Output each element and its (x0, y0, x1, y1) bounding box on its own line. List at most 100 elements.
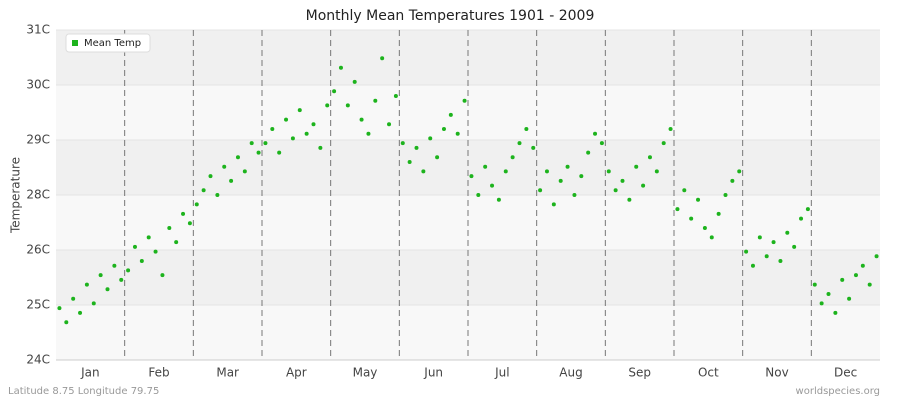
data-point (634, 164, 639, 169)
data-point (78, 310, 83, 315)
data-point (139, 259, 144, 263)
data-point (366, 131, 371, 136)
data-point (91, 301, 96, 306)
x-tick-label: Dec (834, 366, 857, 380)
data-point (579, 174, 584, 179)
y-tick-label: 26C (26, 243, 50, 257)
data-point (359, 117, 364, 122)
data-point (455, 131, 460, 136)
data-point (792, 244, 797, 249)
data-point (847, 296, 852, 301)
data-point (668, 127, 673, 131)
data-point (263, 141, 268, 146)
data-point (249, 141, 254, 146)
x-tick-label: Jan (80, 366, 100, 380)
footer-left: Latitude 8.75 Longitude 79.75 (8, 386, 159, 397)
data-point (641, 183, 646, 188)
y-tick-label: 24C (26, 353, 50, 367)
data-point (407, 160, 412, 164)
data-point (441, 127, 446, 131)
x-tick-label: Mar (216, 366, 239, 380)
footer-right: worldspecies.org (796, 386, 880, 397)
data-point (764, 254, 769, 259)
x-tick-label: Sep (628, 366, 651, 380)
data-point (689, 216, 694, 221)
data-point (187, 221, 192, 226)
data-point (867, 282, 872, 287)
data-point (318, 145, 323, 150)
data-point (153, 249, 158, 254)
y-tick-label: 31C (26, 23, 50, 37)
data-point (510, 155, 515, 160)
x-tick-label: Jun (423, 366, 443, 380)
legend-swatch (72, 40, 78, 46)
y-tick-label: 25C (26, 297, 50, 311)
data-point (167, 226, 172, 230)
data-point (201, 188, 206, 193)
x-tick-label: Jul (494, 366, 509, 380)
data-point (208, 174, 213, 179)
data-point (448, 112, 453, 117)
data-point (606, 169, 611, 174)
data-point (194, 202, 199, 207)
x-tick-label: Nov (765, 366, 788, 380)
x-tick-label: Apr (286, 366, 307, 380)
data-point (558, 178, 563, 183)
data-point (647, 155, 652, 160)
data-point (284, 117, 289, 122)
band (56, 139, 880, 195)
data-point (675, 207, 680, 212)
legend-box (65, 33, 151, 53)
data-point (503, 169, 508, 174)
data-point (352, 79, 357, 84)
data-point (476, 193, 481, 197)
data-point (853, 273, 858, 278)
data-point (860, 263, 865, 268)
data-point (524, 127, 529, 131)
data-point (311, 122, 316, 127)
data-point (531, 145, 536, 150)
data-point (826, 292, 831, 296)
data-point (242, 169, 247, 174)
data-point (297, 108, 302, 113)
data-point (119, 277, 124, 282)
data-point (160, 273, 165, 278)
data-point (393, 94, 398, 98)
data-point (181, 211, 186, 216)
data-point (730, 178, 735, 183)
data-point (469, 174, 474, 179)
data-point (435, 155, 440, 160)
data-point (586, 150, 591, 155)
data-point (338, 65, 343, 70)
data-point (551, 202, 556, 207)
data-point (744, 249, 749, 254)
data-point (490, 183, 495, 188)
data-point (799, 216, 804, 221)
data-point (400, 141, 405, 146)
data-point (661, 141, 666, 146)
data-point (112, 263, 117, 268)
data-point (387, 122, 392, 127)
y-axis-title: Temperature (9, 157, 23, 234)
data-point (256, 150, 261, 155)
data-point (229, 178, 234, 183)
data-point (290, 136, 295, 141)
chart-title: Monthly Mean Temperatures 1901 - 2009 (306, 8, 595, 24)
data-point (654, 169, 659, 174)
data-point (332, 89, 337, 94)
data-point (819, 301, 824, 306)
data-point (750, 263, 755, 268)
data-point (483, 164, 488, 169)
data-point (833, 310, 838, 315)
y-tick-label: 30C (26, 78, 50, 92)
data-point (812, 282, 817, 287)
data-point (538, 188, 543, 193)
x-tick-label: Oct (698, 366, 719, 380)
data-point (544, 169, 549, 174)
data-point (785, 230, 790, 235)
y-tick-label: 29C (26, 132, 50, 146)
data-point (737, 169, 742, 174)
data-point (126, 268, 131, 273)
data-point (702, 226, 707, 230)
